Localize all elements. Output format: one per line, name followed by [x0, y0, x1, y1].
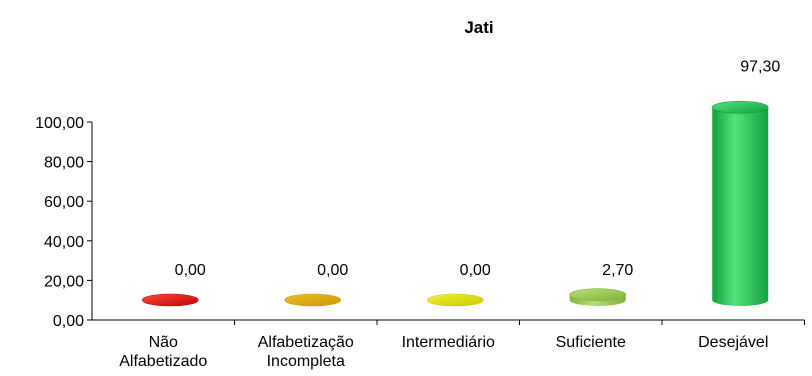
bar-top [569, 288, 627, 301]
y-tick-label: 60,00 [44, 194, 84, 211]
data-label: 0,00 [317, 262, 348, 279]
y-axis: 0,00 20,00 40,00 60,00 80,00 100,00 [35, 115, 93, 330]
chart-title: Jati [464, 18, 493, 37]
x-tick-label: Desejável [698, 334, 768, 351]
data-label: 0,00 [460, 262, 491, 279]
bar [569, 288, 627, 306]
x-tick-label: Alfabetização Incompleta [258, 334, 354, 370]
bar [141, 293, 199, 307]
y-tick-label: 0,00 [53, 313, 84, 330]
y-tick-label: 80,00 [44, 155, 84, 172]
bars [141, 101, 769, 307]
x-tick-label: Suficiente [556, 334, 626, 351]
bar-top [426, 293, 484, 307]
x-axis: Não Alfabetizado Alfabetização Incompleta In… [92, 319, 805, 370]
x-tick-label: Não Alfabetizado [119, 334, 207, 370]
y-tick-label: 40,00 [44, 234, 84, 251]
data-label: 2,70 [602, 262, 633, 279]
y-tick-label: 20,00 [44, 273, 84, 290]
bar [711, 101, 769, 306]
data-label: 0,00 [175, 262, 206, 279]
bar-top [284, 293, 342, 307]
bar-top [141, 293, 199, 307]
data-label: 97,30 [740, 58, 780, 75]
bar [284, 293, 342, 307]
bar [426, 293, 484, 307]
x-tick-label: Intermediário [402, 334, 495, 351]
y-tick-label: 100,00 [35, 115, 84, 132]
bar-top [711, 101, 769, 114]
data-labels: 0,00 0,00 0,00 2,70 97,30 [175, 58, 781, 279]
